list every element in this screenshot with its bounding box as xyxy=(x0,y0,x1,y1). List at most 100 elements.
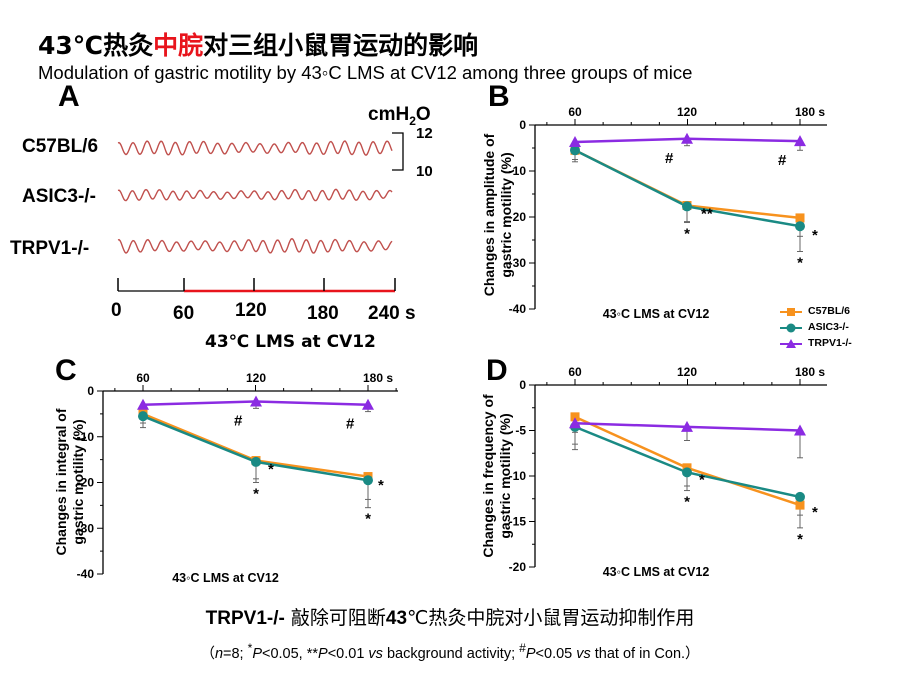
fn-p1-rest: <0.05, ** xyxy=(261,645,319,662)
bottom-cn-part: 敲除可阻断 xyxy=(284,607,386,629)
strain-label-trpv1: TRPV1-/- xyxy=(10,238,90,259)
point-asic3 xyxy=(682,467,692,478)
chart-b: 60 120 180 s 0 -10 -20 -30 -40 Changes in amplit… xyxy=(481,105,827,321)
fn-n: n xyxy=(214,645,224,662)
fn-vs1: vs xyxy=(368,645,383,662)
title-cn-post: 对三组小鼠胃运动的影响 xyxy=(203,31,479,60)
significance-mark: # xyxy=(346,416,355,433)
unit-post: O xyxy=(415,104,431,125)
strain-label-asic3: ASIC3-/- xyxy=(22,186,96,207)
y-axis-label-line2: gastric motility (%) xyxy=(70,419,86,544)
y-tick-label: -5 xyxy=(515,424,526,438)
fn-p1: P xyxy=(252,645,262,662)
significance-mark: * xyxy=(812,227,818,244)
y-tick-label: -10 xyxy=(509,469,527,483)
y-axis-label-line2: gastric motility (%) xyxy=(497,413,513,538)
point-asic3 xyxy=(138,411,148,422)
legend: C57BL/6 ASIC3-/- TRPV1-/- xyxy=(776,304,876,352)
y-axis-label: Changes in amplitude ofgastric motility … xyxy=(481,133,514,296)
point-c57 xyxy=(795,213,805,223)
trace-0 xyxy=(117,140,393,157)
time-label-240: 240 s xyxy=(368,303,416,324)
significance-mark: # xyxy=(234,413,243,430)
panel-letter-b: B xyxy=(488,80,510,113)
fn-n-rest: =8; xyxy=(223,645,248,662)
significance-mark: ** xyxy=(701,205,713,222)
point-asic3 xyxy=(682,201,692,212)
trace-2 xyxy=(117,237,393,254)
point-trpv1 xyxy=(681,132,693,144)
time-label-0: 0 xyxy=(111,300,122,321)
bottom-caption: TRPV1-/- 敲除可阻断43℃热灸中脘对小鼠胃运动抑制作用 xyxy=(0,603,900,630)
x-tick-label: 60 xyxy=(568,105,582,119)
significance-mark: * xyxy=(253,486,259,503)
chart-d: 60 120 180 s 0 -5 -10 -15 -20 Changes in frequen… xyxy=(480,365,827,579)
legend-label-c57: C57BL/6 xyxy=(808,305,851,317)
fn-p3-rest: <0.05 xyxy=(535,645,577,662)
point-trpv1 xyxy=(681,420,693,432)
page-title-en: Modulation of gastric motility by 43◦C L… xyxy=(38,62,693,83)
point-trpv1 xyxy=(569,417,581,429)
point-asic3 xyxy=(570,145,580,156)
x-tick-label: 120 xyxy=(246,371,266,385)
y-tick-label: -40 xyxy=(509,302,527,316)
y-tick-label: -20 xyxy=(509,560,527,574)
legend-label-asic3: ASIC3-/- xyxy=(808,321,849,333)
point-asic3 xyxy=(795,221,805,232)
y-axis-label: Changes in frequency ofgastric motility … xyxy=(480,394,513,558)
x-tick-label: 60 xyxy=(568,365,582,379)
legend-marker-asic3 xyxy=(786,323,796,333)
y-tick-label: -20 xyxy=(509,210,527,224)
unit-sub: 2 xyxy=(409,113,416,128)
significance-mark: * xyxy=(797,255,803,272)
panel-letter-d: D xyxy=(486,354,508,387)
fn-p3: P xyxy=(525,645,536,662)
bottom-bold-43: 43 xyxy=(385,608,408,629)
y-tick-label: -10 xyxy=(77,430,95,444)
trace-1 xyxy=(117,188,393,202)
x-axis-label: 43◦C LMS at CV12 xyxy=(603,307,710,321)
y-tick-label: -10 xyxy=(509,164,527,178)
significance-mark: * xyxy=(684,494,690,511)
fn-vs2: vs xyxy=(576,645,591,662)
point-trpv1 xyxy=(794,424,806,436)
fn-p2: P xyxy=(318,645,328,662)
time-label-180: 180 xyxy=(307,303,339,324)
time-caption: 43℃ LMS at CV12 xyxy=(205,332,376,352)
y-axis-label-line1: Changes in frequency of xyxy=(480,394,496,558)
legend-marker-trpv1 xyxy=(786,339,796,348)
significance-mark: # xyxy=(665,150,674,167)
footnote: （n=8; *P<0.05, **P<0.01 vs background ac… xyxy=(0,641,900,663)
title-cn-pre: 43℃热灸 xyxy=(38,31,154,60)
fn-open: （ xyxy=(200,645,215,662)
x-axis-label: 43◦C LMS at CV12 xyxy=(603,565,710,579)
point-trpv1 xyxy=(569,136,581,148)
x-tick-label: 120 xyxy=(677,365,697,379)
bottom-bold-strain: TRPV1-/- xyxy=(205,608,285,629)
x-tick-label: 180 s xyxy=(795,105,825,119)
fn-sup1: * xyxy=(247,641,253,655)
fn-sup2: # xyxy=(519,641,526,655)
y-tick-label: 0 xyxy=(519,118,526,132)
strain-label-c57: C57BL/6 xyxy=(22,136,99,157)
fn-tail: that of in Con.） xyxy=(590,645,700,662)
significance-mark: * xyxy=(378,477,384,494)
point-asic3 xyxy=(363,475,373,486)
x-tick-label: 120 xyxy=(677,105,697,119)
x-axis-label: 43◦C LMS at CV12 xyxy=(172,571,279,585)
page-title-cn: 43℃热灸中脘对三组小鼠胃运动的影响 xyxy=(38,26,478,62)
significance-mark: * xyxy=(268,461,274,478)
y-tick-label: -40 xyxy=(77,567,95,581)
point-trpv1 xyxy=(362,398,374,410)
point-asic3 xyxy=(795,491,805,502)
time-label-120: 120 xyxy=(235,300,267,321)
y-axis-label-line1: Changes in amplitude of xyxy=(481,133,497,296)
scale-bottom-label: 10 xyxy=(416,163,433,180)
y-tick-label: -30 xyxy=(509,256,527,270)
scale-bar xyxy=(392,132,404,171)
significance-mark: # xyxy=(778,152,787,169)
significance-mark: * xyxy=(797,531,803,548)
legend-marker-c57 xyxy=(787,308,795,316)
